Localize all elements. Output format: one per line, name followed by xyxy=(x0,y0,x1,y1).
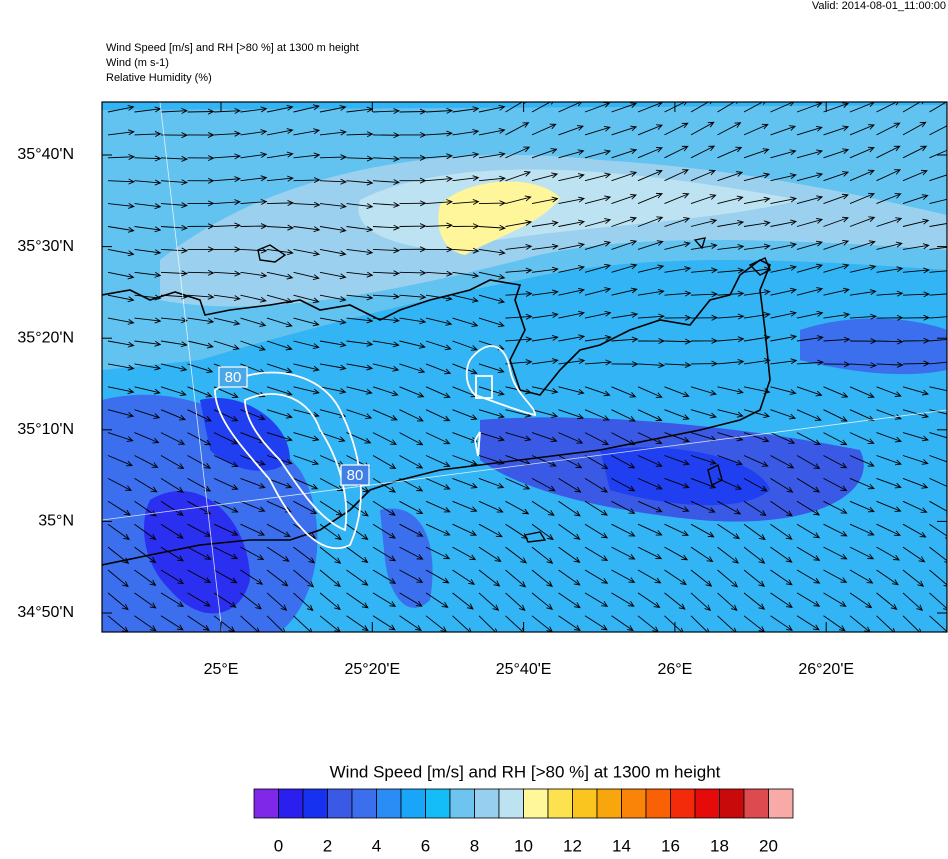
lat-label: 35°20'N xyxy=(17,329,74,346)
lon-label: 25°20'E xyxy=(344,661,400,678)
colorbar-swatch xyxy=(377,789,402,818)
lon-label: 25°E xyxy=(204,661,239,678)
colorbar-swatch xyxy=(254,789,279,818)
colorbar-label: 18 xyxy=(710,836,729,854)
colorbar-swatch xyxy=(352,789,377,818)
colorbar-swatch xyxy=(769,789,794,818)
colorbar-label: 12 xyxy=(563,836,582,854)
lon-label: 26°20'E xyxy=(798,661,854,678)
colorbar-label: 20 xyxy=(759,836,778,854)
contour-label: 80 xyxy=(347,467,364,484)
colorbar-label: 14 xyxy=(612,836,631,854)
colorbar-label: 0 xyxy=(274,836,283,854)
colorbar-swatch xyxy=(279,789,304,818)
colorbar-label: 10 xyxy=(514,836,533,854)
colorbar-swatch xyxy=(548,789,573,818)
colorbar-swatch xyxy=(744,789,769,818)
lat-label: 35°10'N xyxy=(17,421,74,438)
lon-label: 26°E xyxy=(657,661,692,678)
colorbar-swatch xyxy=(720,789,745,818)
lon-label: 25°40'E xyxy=(496,661,552,678)
header-line: Wind Speed [m/s] and RH [>80 %] at 1300 … xyxy=(106,42,359,54)
colorbar-swatch xyxy=(695,789,720,818)
colorbar-label: 8 xyxy=(470,836,479,854)
map-field xyxy=(102,99,948,634)
colorbar-swatch xyxy=(597,789,622,818)
colorbar-swatch xyxy=(475,789,500,818)
header-line: Relative Humidity (%) xyxy=(106,72,212,84)
colorbar-label: 4 xyxy=(372,836,381,854)
colorbar-label: 16 xyxy=(661,836,680,854)
colorbar-swatch xyxy=(646,789,671,818)
header-line: Wind (m s-1) xyxy=(106,57,169,69)
colorbar: 0 2 4 6 8 10 12 14 16 18 20 xyxy=(254,789,793,854)
colorbar-swatch xyxy=(671,789,696,818)
colorbar-swatch xyxy=(303,789,328,818)
colorbar-swatch xyxy=(426,789,451,818)
lat-label: 35°40'N xyxy=(17,146,74,163)
lat-label: 35°30'N xyxy=(17,238,74,255)
colorbar-swatch xyxy=(401,789,426,818)
colorbar-swatch xyxy=(328,789,353,818)
contour-label: 80 xyxy=(225,369,242,386)
lat-label: 35°N xyxy=(38,513,74,530)
colorbar-swatch xyxy=(622,789,647,818)
colorbar-label: 6 xyxy=(421,836,430,854)
colorbar-swatch xyxy=(450,789,475,818)
valid-time: Valid: 2014-08-01_11:00:00 xyxy=(812,0,946,12)
colorbar-title: Wind Speed [m/s] and RH [>80 %] at 1300 … xyxy=(330,762,721,781)
lat-label: 34°50'N xyxy=(17,604,74,621)
colorbar-label: 2 xyxy=(323,836,332,854)
colorbar-swatch xyxy=(573,789,598,818)
colorbar-swatch xyxy=(499,789,524,818)
colorbar-swatch xyxy=(524,789,549,818)
